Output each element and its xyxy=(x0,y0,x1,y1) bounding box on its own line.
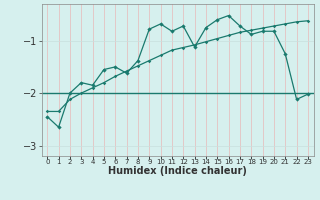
X-axis label: Humidex (Indice chaleur): Humidex (Indice chaleur) xyxy=(108,166,247,176)
